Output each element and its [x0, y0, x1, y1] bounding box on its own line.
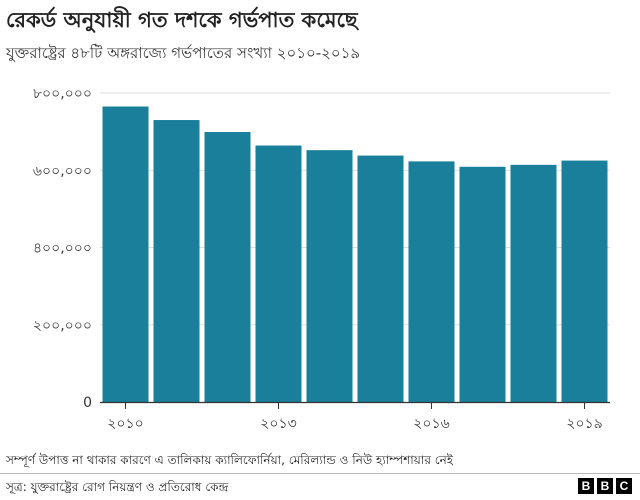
y-tick-label: 0: [83, 395, 92, 411]
bar-2017: [459, 166, 506, 402]
x-tick-label: ২০১৯: [566, 416, 602, 432]
x-tick-label: ২০১৬: [413, 416, 449, 432]
bar-chart: 0 ২০০,০০০ ৪০০,০০০ ৬০০,০০০ ৮০০,০০০ ২০১০ ২০১৩ ২০১…: [33, 86, 610, 432]
x-tick-label: ২০১৩: [260, 416, 296, 432]
bar-2010: [102, 106, 149, 403]
bar-2019: [561, 160, 608, 402]
chart-title: রেকর্ড অনুযায়ী গত দশকে গর্ভপাত কমেছে: [6, 8, 358, 32]
y-tick-label: ৪০০,০০০: [33, 241, 92, 257]
x-tick-label: ২০১০: [107, 416, 143, 432]
footer-divider: [0, 473, 640, 474]
bar-2016: [408, 161, 455, 402]
bbc-logo-letter: B: [597, 478, 613, 494]
source-text: সূত্র: যুক্তরাষ্ট্রের রোগ নিয়ন্ত্রণ ও প…: [6, 480, 229, 494]
y-tick-label: ২০০,০০০: [33, 318, 92, 334]
bbc-logo: B B C: [578, 478, 632, 494]
bbc-logo-letter: C: [616, 478, 632, 494]
bar-2014: [306, 150, 353, 402]
y-tick-label: ৬০০,০০০: [33, 163, 92, 179]
bar-2015: [357, 155, 404, 402]
y-tick-label: ৮০০,০০০: [33, 86, 92, 102]
bar-2012: [204, 132, 251, 403]
bar-2013: [255, 145, 302, 402]
bar-2018: [510, 164, 557, 402]
bbc-logo-letter: B: [578, 478, 594, 494]
bar-2011: [153, 120, 200, 402]
chart-note: সম্পূর্ণ উপাত্ত না থাকার কারণে এ তালিকায…: [6, 453, 454, 467]
chart-subtitle: যুক্তরাষ্ট্রের ৪৮টি অঙ্গরাজ্যে গর্ভপাতের…: [6, 44, 361, 62]
